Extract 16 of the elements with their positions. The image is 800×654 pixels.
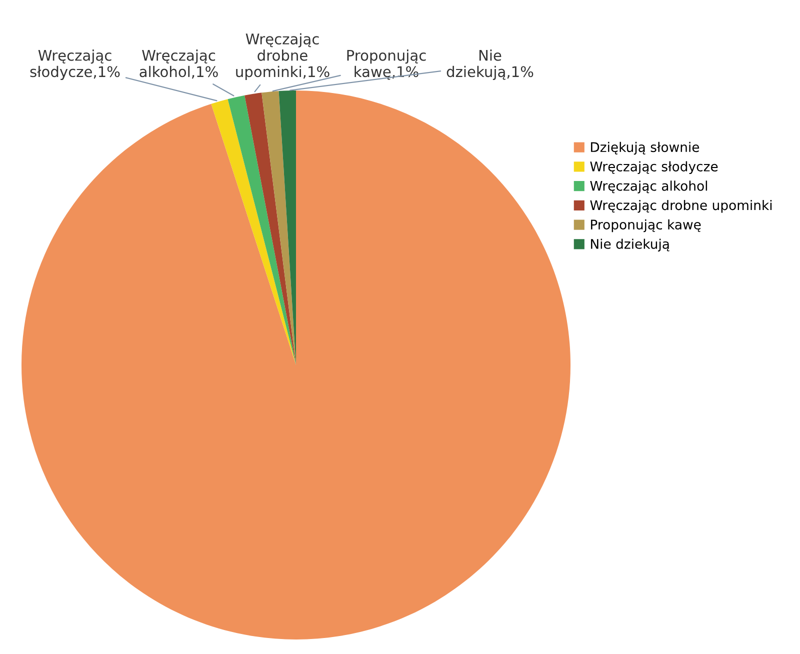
data-label: Wręczając słodycze,1%	[30, 50, 120, 80]
legend-label: Proponując kawę	[591, 219, 701, 232]
legend-label: Wręczając drobne upominki	[590, 200, 772, 213]
legend-label: Nie dziekują	[591, 238, 670, 252]
pie-slice	[22, 90, 570, 640]
pie-slice	[228, 95, 296, 365]
pie-slice	[262, 91, 296, 365]
legend-label: Dziękują słownie	[591, 142, 700, 155]
data-label: Wręczając alkohol,1%	[140, 50, 218, 79]
legend-label: Wręczając słodycze	[590, 161, 718, 174]
data-label: Nie dziekują,1%	[446, 50, 534, 80]
legend-label: Wręczając alkohol	[590, 180, 708, 194]
pie-slice	[244, 92, 296, 365]
data-label: Proponując kawę,1%	[347, 50, 426, 80]
data-label: Wręczając drobne upominki,1%	[236, 33, 330, 80]
pie-slice	[211, 99, 296, 365]
